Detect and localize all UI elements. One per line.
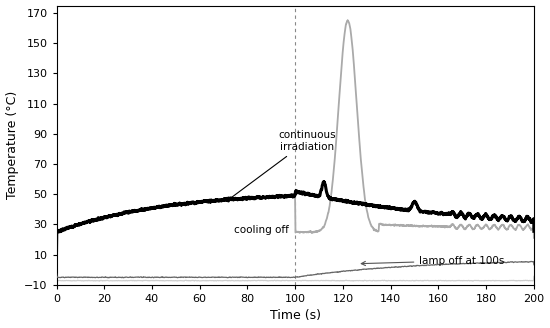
Text: continuous
irradiation: continuous irradiation [227, 131, 336, 201]
Text: cooling off: cooling off [234, 225, 289, 235]
Y-axis label: Temperature (°C): Temperature (°C) [6, 91, 19, 199]
Text: lamp off at 100s: lamp off at 100s [361, 256, 505, 266]
X-axis label: Time (s): Time (s) [270, 309, 321, 322]
